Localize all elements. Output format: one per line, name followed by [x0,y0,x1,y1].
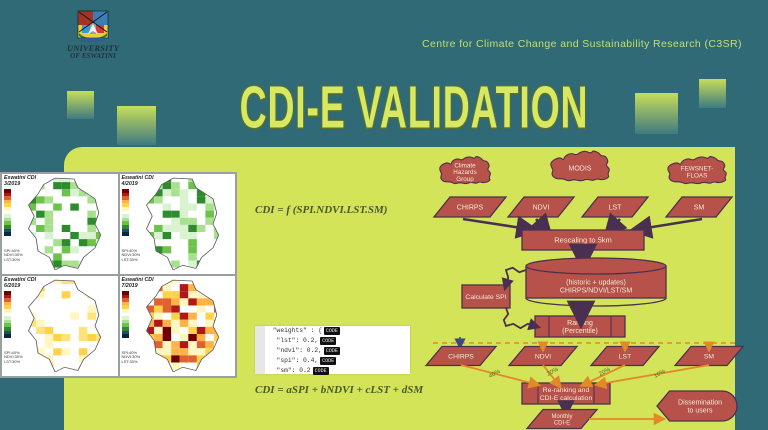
svg-text:CHIRPS: CHIRPS [457,204,484,211]
svg-text:Group: Group [456,176,474,183]
svg-text:LST: LST [619,353,631,360]
svg-text:CDI-E calculation: CDI-E calculation [540,395,593,402]
svg-text:Re-ranking and: Re-ranking and [543,387,590,394]
svg-text:to users: to users [688,408,713,415]
svg-text:NDVI: NDVI [533,204,550,211]
svg-text:40%: 40% [488,369,502,380]
svg-text:CHIRPS/NDVI/LST/SM: CHIRPS/NDVI/LST/SM [560,288,633,295]
svg-text:Dissemination: Dissemination [678,400,722,407]
svg-text:20%: 20% [598,367,612,378]
svg-text:Monthly: Monthly [551,414,572,420]
svg-text:Rescaling to 5km: Rescaling to 5km [554,236,612,245]
svg-text:(Percentile): (Percentile) [562,328,598,335]
svg-text:Ranking: Ranking [567,320,593,327]
svg-text:SM: SM [704,353,715,360]
svg-text:NDVI: NDVI [535,353,551,360]
svg-text:LST: LST [609,204,623,211]
svg-text:FLOAS: FLOAS [687,173,708,180]
svg-text:CHIRPS: CHIRPS [448,353,474,360]
svg-text:MODIS: MODIS [569,165,592,172]
svg-text:Calculate SPI: Calculate SPI [465,294,506,301]
svg-text:20%: 20% [546,367,560,378]
svg-text:10%: 10% [653,369,667,380]
svg-text:CDI-E: CDI-E [554,420,570,426]
svg-text:(historic + updates): (historic + updates) [566,280,626,287]
svg-text:SM: SM [694,204,705,211]
